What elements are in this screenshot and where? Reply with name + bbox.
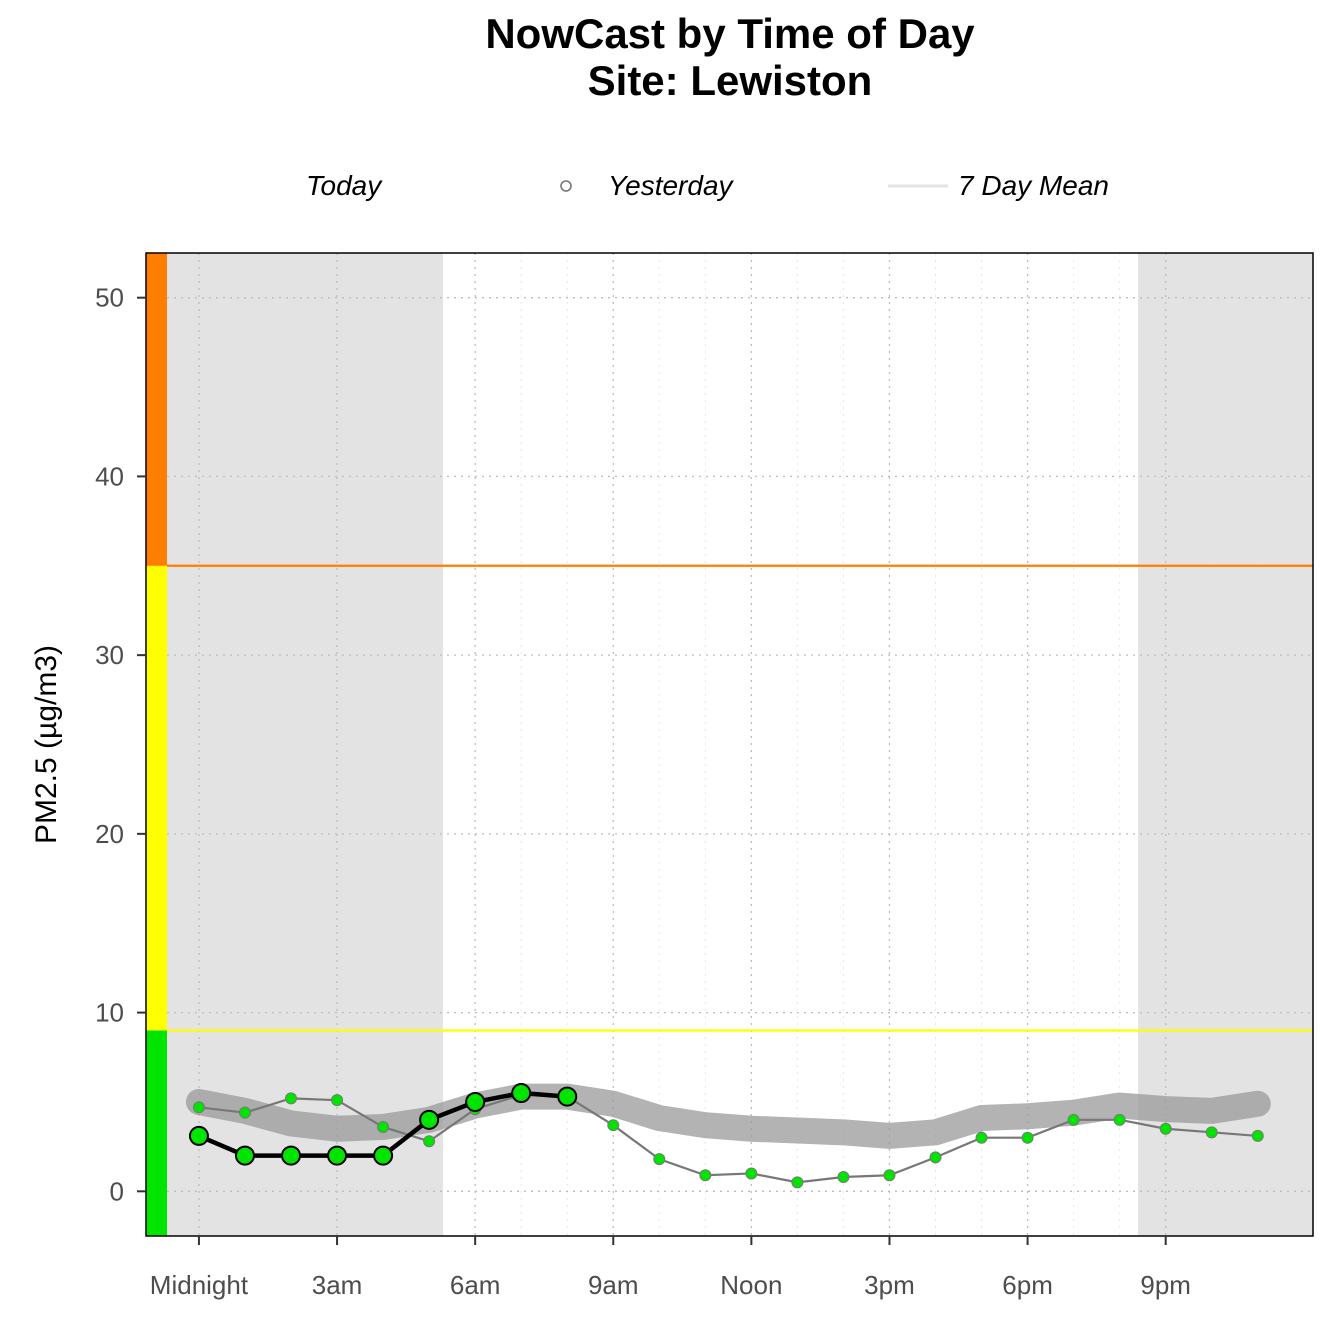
- yesterday-point: [423, 1135, 436, 1148]
- x-tick-label: 9am: [588, 1270, 639, 1300]
- x-tick-label: 6pm: [1002, 1270, 1053, 1300]
- chart-title: NowCast by Time of Day: [485, 10, 975, 57]
- mean-line: [185, 1083, 1271, 1149]
- yesterday-point: [745, 1167, 758, 1180]
- chart-subtitle: Site: Lewiston: [587, 57, 873, 104]
- plot-frame: [145, 252, 1314, 1237]
- x-tick-label: 3pm: [864, 1270, 915, 1300]
- legend-key-yesterday: [560, 180, 572, 192]
- yesterday-point: [1251, 1129, 1264, 1142]
- night-shade-0: [146, 253, 443, 1236]
- yesterday-point: [515, 1088, 528, 1101]
- yesterday-point: [883, 1169, 896, 1182]
- yesterday-point: [331, 1094, 344, 1107]
- today-point: [188, 1125, 209, 1146]
- y-tick-label: 10: [95, 998, 124, 1028]
- y-tick-label: 50: [95, 283, 124, 313]
- today-point: [511, 1083, 532, 1104]
- x-tick-label: Noon: [720, 1270, 782, 1300]
- yesterday-point: [653, 1153, 666, 1166]
- yesterday-point: [377, 1120, 390, 1133]
- today-point: [465, 1091, 486, 1112]
- yesterday-point: [469, 1103, 482, 1116]
- yesterday-point: [975, 1131, 988, 1144]
- today-point: [234, 1145, 255, 1166]
- today-point: [557, 1086, 578, 1107]
- today-point: [419, 1109, 440, 1130]
- yesterday-point: [929, 1151, 942, 1164]
- yesterday-point: [699, 1169, 712, 1182]
- yesterday-point: [1067, 1113, 1080, 1126]
- aqi-band-2: [146, 253, 167, 566]
- yesterday-point: [791, 1176, 804, 1189]
- aqi-band-1: [146, 565, 167, 1031]
- legend-label-yesterday: Yesterday: [608, 170, 733, 201]
- yesterday-point: [607, 1119, 620, 1132]
- y-tick-label: 20: [95, 819, 124, 849]
- y-tick-label: 0: [110, 1176, 124, 1206]
- x-tick-label: 6am: [450, 1270, 501, 1300]
- yesterday-point: [837, 1171, 850, 1184]
- night-shade-1: [1138, 253, 1313, 1236]
- aqi-band-0: [146, 1030, 167, 1236]
- yesterday-point: [561, 1090, 574, 1103]
- yesterday-point: [1113, 1113, 1126, 1126]
- y-tick-label: 40: [95, 461, 124, 491]
- yesterday-point: [1159, 1122, 1172, 1135]
- today-point: [327, 1145, 348, 1166]
- yesterday-point: [238, 1106, 251, 1119]
- yesterday-point: [1205, 1126, 1218, 1139]
- x-tick-label: 3am: [312, 1270, 363, 1300]
- legend-label-today: Today: [306, 170, 382, 201]
- x-tick-label: 9pm: [1140, 1270, 1191, 1300]
- legend-key-7-day-mean: [888, 184, 948, 188]
- x-tick-label: Midnight: [150, 1270, 249, 1300]
- yesterday-point: [1021, 1131, 1034, 1144]
- yesterday-line: [198, 1093, 1258, 1184]
- today-point: [281, 1145, 302, 1166]
- today-point: [373, 1145, 394, 1166]
- y-tick-label: 30: [95, 640, 124, 670]
- yesterday-point: [285, 1092, 298, 1105]
- today-line: [198, 1090, 568, 1158]
- legend-label-7-day-mean: 7 Day Mean: [958, 170, 1109, 201]
- y-axis-title: PM2.5 (µg/m3): [30, 645, 63, 844]
- chart-title-block: NowCast by Time of Day Site: Lewiston: [0, 10, 1344, 104]
- yesterday-point: [192, 1101, 205, 1114]
